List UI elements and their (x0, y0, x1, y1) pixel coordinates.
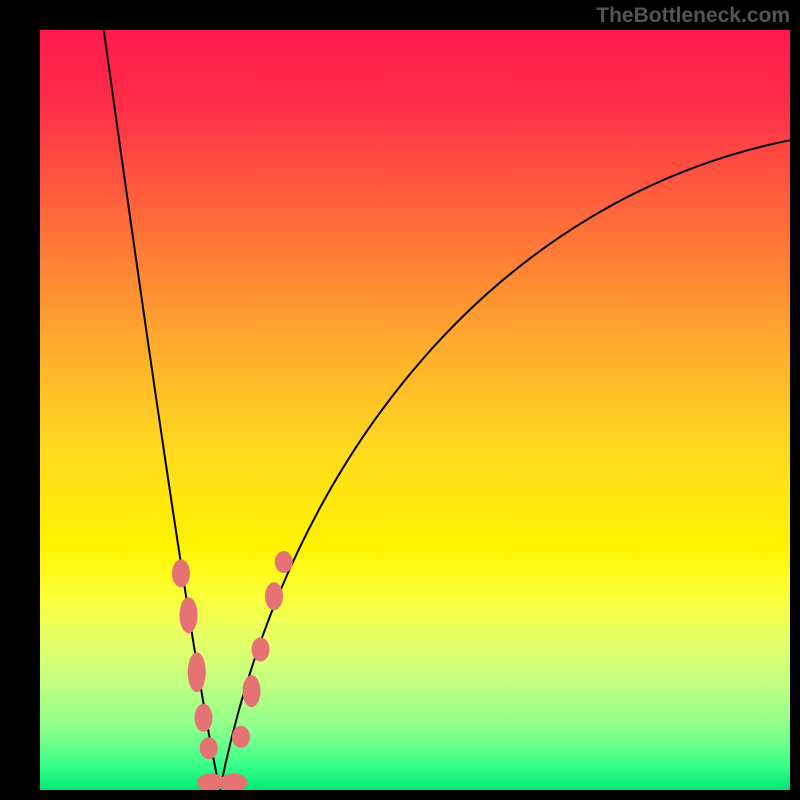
marker-left-0 (172, 559, 190, 587)
marker-left-4 (200, 737, 218, 759)
marker-right-2 (252, 637, 270, 661)
marker-right-4 (275, 551, 293, 573)
marker-left-2 (188, 652, 206, 692)
chart-root: TheBottleneck.com (0, 0, 800, 800)
plot-area (40, 30, 790, 790)
marker-left-1 (180, 597, 198, 633)
gradient-background (40, 30, 790, 790)
plot-svg (40, 30, 790, 790)
marker-left-3 (195, 704, 213, 732)
watermark-text: TheBottleneck.com (596, 4, 790, 28)
marker-right-3 (265, 582, 283, 610)
marker-right-0 (232, 726, 250, 748)
marker-right-1 (243, 675, 261, 707)
